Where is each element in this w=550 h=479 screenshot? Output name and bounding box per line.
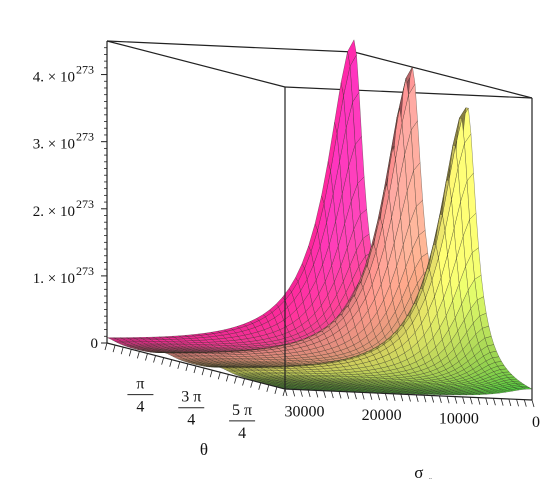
surface-patch (106, 337, 117, 339)
theta-minor-tick (266, 384, 270, 392)
theta-axis-label: θ (200, 440, 208, 459)
sigma-minor-tick (454, 396, 458, 404)
z-tick-exponent: 273 (76, 197, 94, 211)
theta-minor-tick (185, 363, 189, 372)
theta-minor-tick (136, 351, 140, 359)
sigma-minor-tick (431, 395, 435, 403)
theta-minor-tick (128, 349, 132, 357)
theta-minor-tick (112, 344, 116, 353)
sigma-minor-tick (408, 394, 411, 402)
sigma-minor-tick (307, 389, 311, 398)
theta-minor-tick (177, 361, 181, 369)
theta-minor-tick (104, 342, 108, 351)
theta-minor-tick (234, 376, 237, 384)
sigma-minor-tick (346, 391, 350, 399)
theta-minor-tick (282, 388, 286, 397)
sigma-minor-tick (400, 394, 404, 402)
sigma-minor-tick (284, 388, 288, 397)
sigma-minor-tick (477, 397, 481, 405)
sigma-minor-tick (493, 398, 496, 406)
theta-minor-tick (161, 357, 165, 365)
sigma-minor-tick (508, 398, 512, 407)
theta-minor-tick (209, 370, 213, 378)
sigma-minor-tick (516, 399, 519, 407)
sigma-minor-tick (462, 396, 465, 405)
z-tick-label: 4. × 10 (33, 70, 75, 86)
theta-minor-tick (193, 365, 197, 374)
theta-minor-tick (153, 355, 156, 363)
sigma-axis-label-subscript: r (429, 475, 432, 479)
sigma-minor-tick (377, 393, 381, 401)
z-tick-exponent: 273 (76, 130, 94, 144)
sigma-minor-tick (485, 397, 489, 406)
box-edge (106, 40, 286, 88)
sigma-tick-label: 10000 (439, 411, 479, 428)
sigma-minor-tick (446, 396, 450, 404)
sigma-minor-tick (361, 392, 365, 400)
sigma-axis-label: σ (414, 463, 423, 479)
z-tick-label: 2. × 10 (33, 204, 75, 220)
sigma-minor-tick (469, 397, 473, 405)
theta-minor-tick (274, 386, 278, 395)
theta-tick-denominator: 4 (187, 412, 195, 429)
theta-minor-tick (225, 374, 229, 382)
sigma-minor-tick (438, 395, 442, 403)
sigma-minor-tick (392, 393, 396, 401)
sigma-tick-label: 20000 (362, 407, 402, 424)
sigma-minor-tick (292, 389, 296, 397)
theta-tick-numerator: 5 π (232, 402, 252, 419)
sigma-tick-label: 30000 (284, 404, 324, 421)
theta-tick-denominator: 4 (238, 425, 246, 442)
z-tick-exponent: 273 (76, 264, 94, 278)
theta-minor-tick (201, 367, 205, 376)
theta-tick-numerator: π (136, 376, 144, 393)
box-edge (106, 40, 355, 53)
theta-minor-tick (258, 382, 262, 390)
sigma-minor-tick (323, 390, 326, 398)
box-edge (353, 51, 533, 99)
sigma-minor-tick (369, 392, 373, 400)
theta-minor-tick (120, 347, 124, 355)
sigma-minor-tick (315, 390, 319, 398)
sigma-minor-tick (300, 389, 303, 397)
z-tick-label: 0 (91, 336, 99, 352)
sigma-minor-tick (354, 391, 357, 400)
theta-minor-tick (242, 378, 245, 386)
sigma-tick-label: 0 (532, 414, 540, 431)
sigma-minor-tick (384, 393, 388, 401)
theta-minor-tick (250, 380, 254, 388)
theta-minor-tick (169, 359, 173, 367)
z-tick-label: 1. × 10 (33, 271, 75, 287)
sigma-minor-tick (523, 399, 527, 407)
sigma-minor-tick (500, 398, 504, 406)
surface-mesh (106, 39, 533, 396)
theta-minor-tick (217, 372, 221, 380)
sigma-minor-tick (531, 399, 535, 408)
sigma-minor-tick (338, 391, 342, 399)
theta-minor-tick (145, 353, 148, 361)
z-tick-label: 3. × 10 (33, 137, 75, 153)
theta-tick-denominator: 4 (136, 399, 144, 416)
theta-tick-numerator: 3 π (181, 389, 201, 406)
z-tick-exponent: 273 (76, 63, 94, 77)
sigma-minor-tick (415, 394, 419, 402)
sigma-minor-tick (423, 395, 427, 403)
sigma-minor-tick (330, 390, 334, 399)
